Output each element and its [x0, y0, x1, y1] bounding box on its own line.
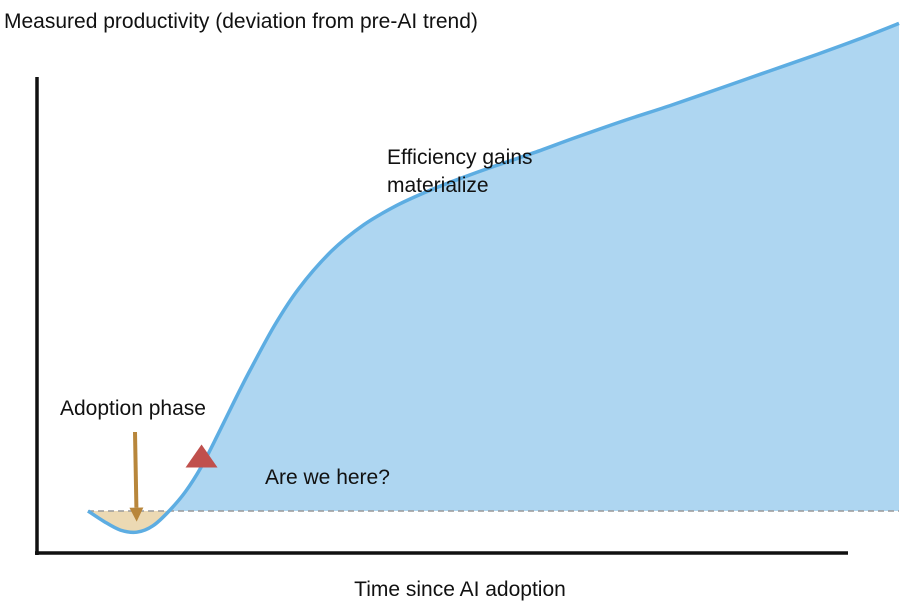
y-axis-title: Measured productivity (deviation from pr…	[4, 10, 478, 33]
x-axis-title: Time since AI adoption	[354, 578, 566, 601]
adoption-phase-label: Adoption phase	[60, 397, 206, 420]
efficiency-gains-label: Efficiency gains	[387, 146, 533, 169]
productivity-series-line	[87, 21, 900, 535]
are-we-here-label: Are we here?	[265, 466, 390, 489]
adoption-arrow	[129, 431, 144, 522]
here-triangle-marker	[185, 444, 218, 468]
efficiency-gains-area	[169, 23, 900, 512]
materialize-label: materialize	[387, 174, 489, 197]
